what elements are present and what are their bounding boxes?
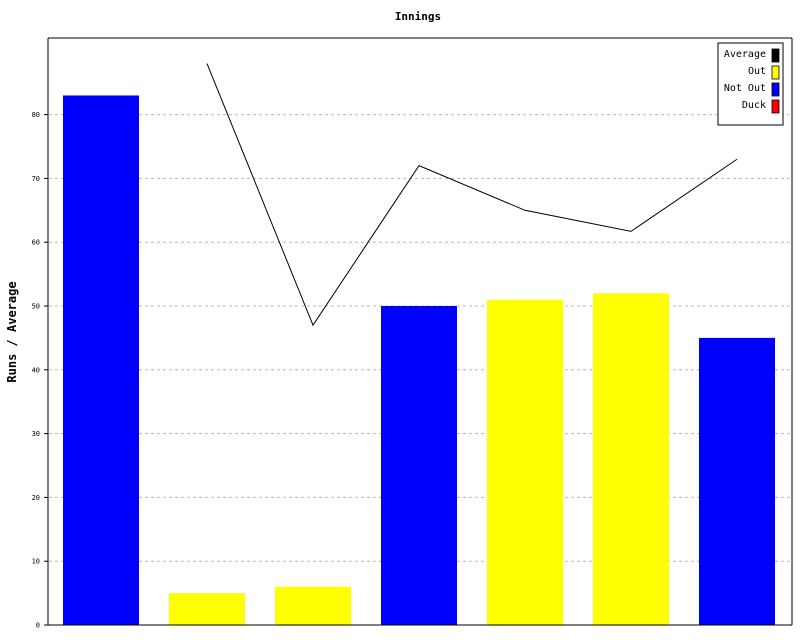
chart-title: Innings <box>395 10 441 23</box>
bar <box>275 586 351 625</box>
bar <box>381 306 457 625</box>
legend-label: Duck <box>742 100 766 111</box>
y-tick-label: 50 <box>32 303 40 311</box>
bar <box>63 95 139 625</box>
bars <box>63 95 775 625</box>
y-tick-label: 60 <box>32 239 40 247</box>
legend: Average Out Not Out Duck <box>717 42 784 126</box>
average-line <box>206 63 738 327</box>
axes <box>47 37 793 626</box>
bar <box>487 299 563 625</box>
legend-swatch <box>771 65 780 80</box>
bar <box>699 337 775 625</box>
y-tick-label: 70 <box>32 175 40 183</box>
y-tick-labels: 0 10 20 30 40 50 60 70 80 <box>32 111 48 630</box>
legend-label: Average <box>724 49 766 60</box>
y-tick-label: 30 <box>32 430 40 438</box>
bar <box>169 593 245 625</box>
legend-swatch <box>771 82 780 97</box>
average-line-group <box>206 63 738 327</box>
legend-label: Not Out <box>724 83 766 94</box>
bar <box>593 293 669 625</box>
legend-swatch <box>771 48 780 63</box>
y-tick-label: 40 <box>32 366 40 374</box>
y-tick-label: 0 <box>36 622 40 630</box>
y-tick-label: 80 <box>32 111 40 119</box>
y-axis-label: Runs / Average <box>5 281 19 382</box>
legend-label: Out <box>748 66 766 77</box>
y-tick-label: 10 <box>32 558 40 566</box>
legend-swatch <box>771 99 780 114</box>
y-tick-label: 20 <box>32 494 40 502</box>
